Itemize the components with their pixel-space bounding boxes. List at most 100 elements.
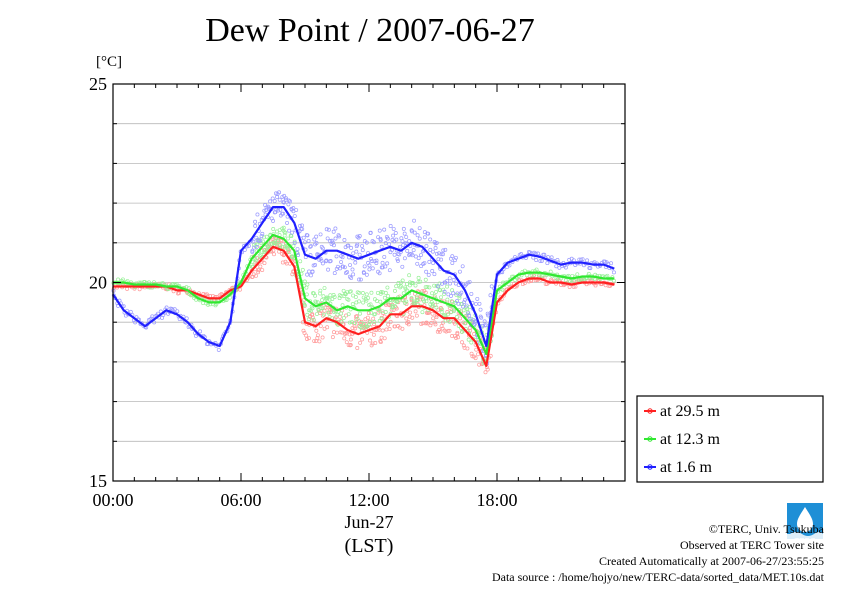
scatter-point: [467, 279, 472, 284]
scatter-point: [482, 319, 487, 324]
scatter-point: [534, 267, 539, 272]
scatter-point: [373, 341, 378, 345]
scatter-point: [377, 228, 382, 233]
scatter-point: [434, 315, 439, 320]
scatter-point: [342, 238, 347, 242]
scatter-point: [445, 310, 450, 314]
scatter-point: [300, 227, 305, 231]
scatter-point: [345, 290, 350, 295]
scatter-point: [251, 239, 256, 244]
scatter-point: [292, 239, 297, 244]
scatter-point: [280, 260, 285, 265]
scatter-point: [347, 332, 352, 337]
scatter-point: [580, 257, 585, 262]
scatter-point: [443, 247, 448, 252]
scatter-point: [292, 240, 297, 245]
scatter-point: [325, 325, 330, 330]
scatter-point: [291, 244, 296, 248]
scatter-point: [383, 241, 388, 246]
scatter-point: [407, 239, 412, 244]
scatter-point: [392, 288, 397, 293]
scatter-point: [318, 291, 323, 296]
scatter-point: [372, 320, 377, 324]
scatter-point: [302, 279, 307, 284]
scatter-point: [327, 297, 332, 302]
scatter-point: [460, 264, 465, 269]
scatter-point: [572, 279, 577, 283]
scatter-point: [500, 287, 505, 292]
scatter-point: [286, 236, 290, 241]
scatter-point: [416, 256, 421, 261]
scatter-point: [186, 325, 191, 329]
scatter-point: [425, 284, 430, 289]
scatter-point: [307, 336, 311, 341]
scatter-point: [460, 340, 464, 345]
scatter-point: [488, 293, 493, 298]
scatter-point: [387, 327, 392, 331]
scatter-point: [172, 307, 177, 312]
legend: at 29.5 m at 12.3 m at 1.6 m: [636, 395, 824, 483]
scatter-point: [368, 338, 372, 343]
scatter-point: [382, 336, 387, 341]
scatter-point: [278, 207, 283, 212]
scatter-point: [353, 295, 358, 299]
chart-title: Dew Point / 2007-06-27: [205, 12, 535, 49]
scatter-point: [417, 236, 422, 241]
scatter-point: [542, 252, 547, 257]
scatter-point: [445, 312, 450, 317]
scatter-point: [360, 337, 365, 342]
scatter-point: [305, 282, 310, 287]
scatter-point: [473, 321, 478, 326]
scatter-point: [152, 320, 157, 325]
scatter-point: [450, 334, 454, 338]
scatter-point: [366, 295, 371, 300]
scatter-point: [430, 291, 435, 296]
scatter-point: [441, 252, 445, 257]
scatter-point: [301, 328, 306, 333]
scatter-point: [358, 340, 363, 345]
scatter-point: [439, 252, 444, 257]
scatter-point: [357, 234, 362, 238]
scatter-point: [377, 318, 382, 323]
scatter-point: [433, 245, 438, 250]
scatter-point: [413, 254, 418, 259]
scatter-point: [348, 263, 353, 267]
legend-label: at 12.3 m: [660, 431, 721, 448]
scatter-point: [478, 307, 483, 312]
scatter-point: [388, 319, 393, 324]
scatter-point: [575, 272, 580, 277]
scatter-point: [175, 309, 180, 314]
scatter-point: [339, 260, 344, 265]
scatter-point: [335, 330, 340, 335]
scatter-point: [342, 336, 347, 341]
scatter-point: [334, 254, 339, 259]
scatter-point: [360, 243, 365, 248]
scatter-point: [386, 294, 391, 299]
scatter-point: [137, 287, 142, 292]
scatter-point: [465, 346, 470, 351]
scatter-point: [333, 226, 338, 231]
scatter-point: [342, 265, 347, 270]
scatter-point: [427, 285, 432, 290]
scatter-point: [328, 238, 333, 243]
scatter-point: [324, 227, 329, 232]
scatter-point: [410, 315, 415, 320]
scatter-point: [462, 300, 467, 305]
scatter-point: [246, 243, 251, 248]
scatter-point: [254, 244, 259, 249]
scatter-point: [512, 255, 517, 260]
scatter-point: [412, 230, 417, 235]
scatter-point: [609, 261, 614, 266]
scatter-point: [395, 257, 400, 262]
scatter-point: [313, 262, 318, 267]
scatter-point: [433, 322, 438, 327]
scatter-point: [262, 208, 267, 213]
scatter-point: [351, 251, 356, 256]
scatter-point: [360, 248, 365, 253]
scatter-point: [320, 313, 325, 318]
scatter-point: [366, 323, 371, 328]
scatter-point: [419, 253, 423, 258]
scatter-point: [434, 305, 439, 310]
scatter-point: [364, 272, 369, 277]
scatter-point: [388, 223, 393, 228]
